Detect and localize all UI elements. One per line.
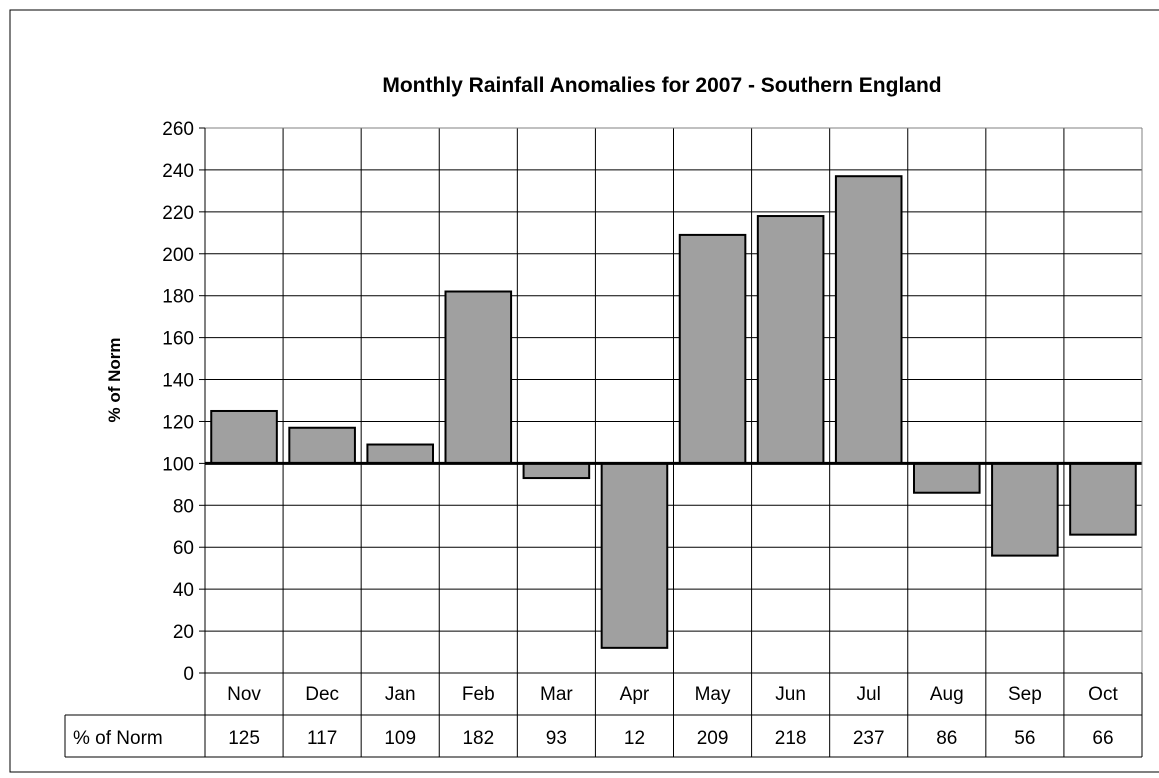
y-tick-label: 100 [162, 454, 194, 475]
category-label: Jul [857, 684, 881, 705]
y-tick-label: 200 [162, 245, 194, 266]
data-table: % of Norm 125 117 109 182 93 12 209 218 237 86 56 66 [64, 714, 1143, 758]
category-label: Dec [305, 684, 339, 705]
table-value: 86 [936, 728, 957, 749]
y-tick-label: 260 [162, 119, 194, 140]
table-value: 237 [853, 728, 885, 749]
bar [366, 443, 435, 465]
chart-frame [9, 9, 1159, 773]
y-tick-label: 120 [162, 412, 194, 433]
y-tick-label: 220 [162, 203, 194, 224]
category-label: Nov [227, 684, 261, 705]
category-label: Aug [930, 684, 964, 705]
category-label: Apr [620, 684, 650, 705]
category-label: Jan [385, 684, 416, 705]
bar [522, 462, 591, 480]
table-value: 182 [462, 728, 494, 749]
bar [288, 426, 356, 465]
bar [678, 233, 747, 465]
table-value: 66 [1092, 728, 1113, 749]
y-tick-label: 60 [173, 538, 194, 559]
y-tick-label: 240 [162, 161, 194, 182]
table-value: 109 [384, 728, 416, 749]
table-series-name: % of Norm [73, 728, 163, 749]
table-value: 117 [307, 728, 337, 749]
category-label: Feb [462, 684, 495, 705]
bar [912, 462, 981, 494]
y-tick-label: 20 [173, 622, 194, 643]
bar [210, 409, 278, 465]
bar [444, 290, 513, 465]
bar [834, 175, 903, 465]
category-label: Jun [775, 684, 806, 705]
bar [991, 462, 1059, 557]
table-value: 218 [775, 728, 807, 749]
y-tick-label: 40 [173, 580, 194, 601]
category-label: Sep [1008, 684, 1042, 705]
y-tick-label: 0 [183, 664, 194, 685]
bar [600, 462, 669, 649]
bar [756, 215, 825, 465]
table-value: 56 [1014, 728, 1035, 749]
category-label: Mar [540, 684, 573, 705]
category-label: May [695, 684, 731, 705]
table-value: 93 [546, 728, 567, 749]
axis-layer: 0 20 40 60 80 100 120 140 160 180 200 220 240 260 Nov D… [162, 119, 1143, 757]
bar [1069, 462, 1137, 536]
y-tick-label: 160 [162, 329, 194, 350]
bars-layer [205, 175, 1142, 649]
table-value: 209 [697, 728, 729, 749]
chart-title: Monthly Rainfall Anomalies for 2007 - So… [382, 74, 941, 97]
y-tick-label: 80 [173, 496, 194, 517]
table-value: 12 [624, 728, 645, 749]
y-tick-label: 140 [162, 371, 194, 392]
y-axis-label: % of Norm [105, 338, 124, 423]
y-tick-label: 180 [162, 287, 194, 308]
category-label: Oct [1088, 684, 1118, 705]
table-value: 125 [228, 728, 260, 749]
